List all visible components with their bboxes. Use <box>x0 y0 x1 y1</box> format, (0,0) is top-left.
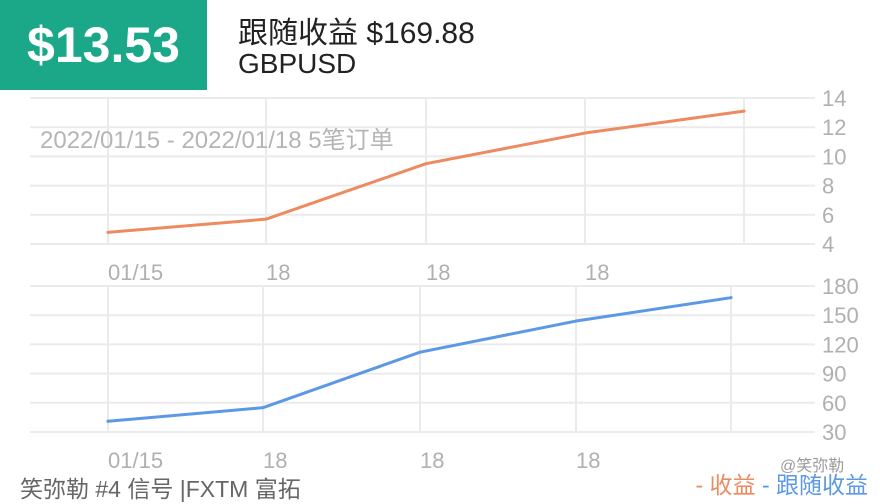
data-point <box>583 131 587 135</box>
date-range: 2022/01/15 - 2022/01/18 5笔订单 <box>40 127 394 154</box>
watermark: @笑弥勒 <box>780 458 845 475</box>
x-tick-label: 01/15 <box>108 260 163 285</box>
data-point <box>106 230 110 234</box>
data-point <box>574 319 578 323</box>
y-tick-label: 30 <box>822 420 846 445</box>
y-tick-label: 14 <box>822 86 846 111</box>
legend-profit: - 收益 <box>695 472 756 498</box>
legend-follow: - 跟随收益 <box>761 472 868 498</box>
legend: - 收益 - 跟随收益 <box>695 466 868 500</box>
x-tick-label: 18 <box>426 260 450 285</box>
data-point <box>742 109 746 113</box>
x-tick-label: 18 <box>266 260 290 285</box>
data-point <box>264 217 268 221</box>
y-tick-label: 10 <box>822 144 846 169</box>
y-tick-label: 8 <box>822 174 834 199</box>
y-tick-label: 6 <box>822 203 834 228</box>
y-tick-label: 90 <box>822 362 846 387</box>
y-tick-label: 180 <box>822 274 859 299</box>
y-tick-label: 120 <box>822 332 859 357</box>
x-tick-label: 18 <box>420 448 444 473</box>
x-tick-label: 01/15 <box>108 448 163 473</box>
y-tick-label: 150 <box>822 303 859 328</box>
data-point <box>418 350 422 354</box>
y-tick-label: 12 <box>822 115 846 140</box>
data-point <box>729 296 733 300</box>
profit-value: $13.53 <box>27 17 180 73</box>
x-tick-label: 18 <box>576 448 600 473</box>
data-point <box>106 419 110 423</box>
signal-source: 笑弥勒 #4 信号 |FXTM 富拓 <box>20 476 301 502</box>
data-point <box>261 406 265 410</box>
y-tick-label: 60 <box>822 391 846 416</box>
x-tick-label: 18 <box>585 260 609 285</box>
data-point <box>424 162 428 166</box>
x-tick-label: 18 <box>263 448 287 473</box>
profit-badge: $13.53 <box>0 0 207 90</box>
follow-profit-value: $169.88 <box>366 17 475 50</box>
follow-profit-label: 跟随收益 <box>238 17 358 50</box>
symbol-label: GBPUSD <box>238 48 357 79</box>
follow-profit-line: 跟随收益 $169.88 <box>238 8 475 52</box>
y-tick-label: 4 <box>822 232 834 257</box>
